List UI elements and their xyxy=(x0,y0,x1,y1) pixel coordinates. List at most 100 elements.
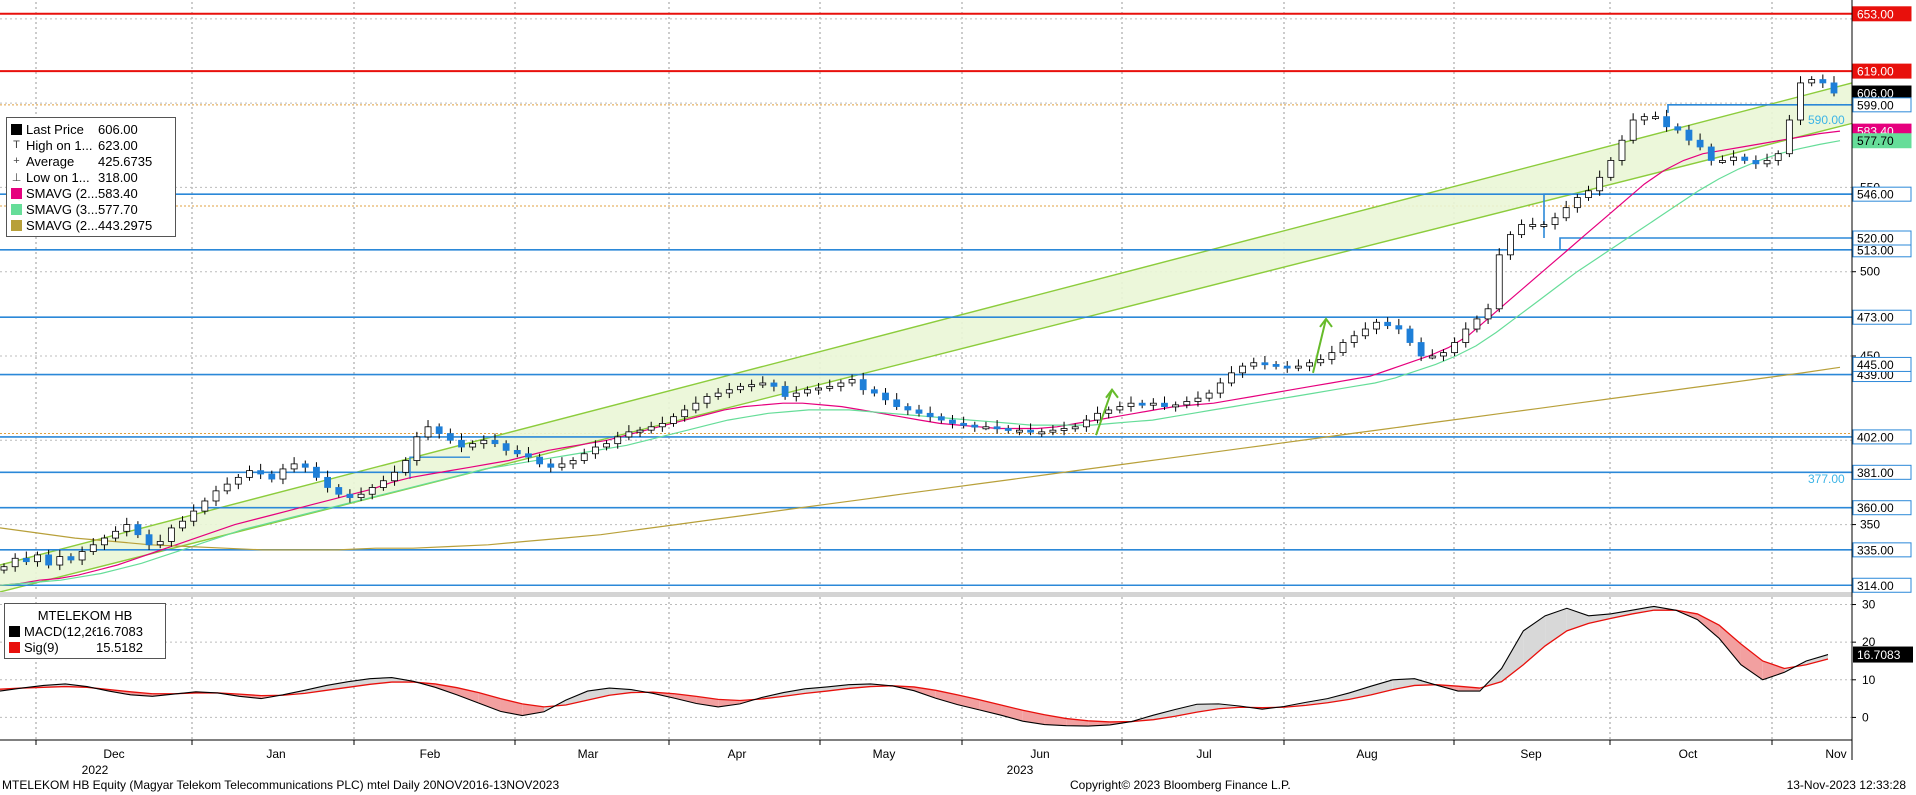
candle-body xyxy=(1484,308,1492,320)
candle-body xyxy=(536,456,544,465)
candle-body xyxy=(1596,176,1604,192)
candle-body xyxy=(1361,328,1369,337)
x-month-label: Feb xyxy=(420,747,441,761)
legend-label: High on 1... xyxy=(26,137,93,153)
candle-body xyxy=(11,557,19,568)
legend-label: Average xyxy=(26,153,75,169)
candle-body xyxy=(268,473,276,480)
macd-histogram-band xyxy=(1566,608,1589,631)
candle-body xyxy=(1696,139,1704,148)
candle-body xyxy=(1674,126,1682,131)
x-month-label: Sep xyxy=(1520,747,1542,761)
legend-glyph-icon: ⊥ xyxy=(11,171,22,184)
candle-body xyxy=(982,426,990,430)
macd-histogram-band xyxy=(1305,698,1328,706)
value-tag-label: 599.00 xyxy=(1857,98,1894,112)
candle-body xyxy=(1250,362,1258,367)
legend-entry: SMAVG (2... 583.40 xyxy=(11,185,171,201)
candle-body xyxy=(1127,402,1135,407)
candle-body xyxy=(34,554,41,563)
candle-body xyxy=(1094,412,1101,421)
legend-value: 583.40 xyxy=(98,185,138,201)
candle-body xyxy=(22,557,30,563)
x-year-label: 2023 xyxy=(1007,763,1034,777)
x-month-label: Jul xyxy=(1196,747,1211,761)
candle-body xyxy=(1428,355,1436,359)
macd-histogram-band xyxy=(1044,714,1067,726)
ma-line xyxy=(0,366,1841,551)
candle-body xyxy=(1116,406,1124,411)
legend-label: MACD(12,26) xyxy=(24,623,96,639)
value-tag xyxy=(1852,230,1912,246)
value-tag-label: 445.00 xyxy=(1857,358,1894,372)
legend-entry: Sig(9) 15.5182 xyxy=(9,639,161,655)
candle-body xyxy=(815,387,822,391)
axes: 3504505005500102030DecJanFebMarAprMayJun… xyxy=(0,0,1880,777)
candle-body xyxy=(1819,79,1827,84)
candle-body xyxy=(1406,328,1414,343)
x-month-label: Apr xyxy=(728,747,747,761)
candle-body xyxy=(1774,153,1782,161)
x-month-label: May xyxy=(873,747,896,761)
macd-histogram-band xyxy=(1588,613,1611,624)
macd-histogram-band xyxy=(1697,613,1720,639)
candle-body xyxy=(937,416,945,421)
value-tag-label: 577.70 xyxy=(1857,134,1894,148)
candle-body xyxy=(469,443,477,448)
channel-fill xyxy=(0,82,1852,593)
legend-entry: T High on 1... 623.00 xyxy=(11,137,171,153)
level-tag xyxy=(1852,500,1912,516)
legend-value: 16.7083 xyxy=(96,623,143,639)
candle-body xyxy=(1328,352,1336,360)
macd-value-tag xyxy=(1853,646,1913,663)
x-year-label: 2022 xyxy=(82,763,109,777)
candle-body xyxy=(212,490,220,502)
x-month-label: Aug xyxy=(1356,747,1377,761)
candle-body xyxy=(759,382,767,386)
level-tag xyxy=(1852,6,1912,22)
candle-body xyxy=(714,392,722,397)
candle-body xyxy=(882,392,889,401)
candle-body xyxy=(1741,156,1749,161)
candle-body xyxy=(1183,401,1191,406)
macd-histogram-band xyxy=(565,691,588,706)
macd-legend-title: MTELEKOM HB xyxy=(37,607,133,623)
candle-body xyxy=(145,534,153,546)
macd-histogram-band xyxy=(304,685,327,694)
candle-body xyxy=(1194,397,1202,402)
candle-body xyxy=(1205,392,1213,399)
candle-body xyxy=(636,429,644,433)
security-description: MTELEKOM HB Equity (Magyar Telekom Telec… xyxy=(2,778,560,792)
level-tag-label: 402.00 xyxy=(1857,430,1894,444)
candle-body xyxy=(926,412,934,418)
legend-swatch xyxy=(11,123,22,135)
candle-body xyxy=(234,476,242,485)
macd-histogram-band xyxy=(826,684,849,692)
macd-histogram-band xyxy=(783,688,806,697)
candle-body xyxy=(748,384,756,388)
candle-body xyxy=(603,443,610,448)
legend-glyph-icon: + xyxy=(13,155,20,167)
candle-body xyxy=(1562,207,1570,219)
candle-body xyxy=(446,433,454,441)
legend-entry: SMAVG (3... 577.70 xyxy=(11,201,171,217)
legend-swatch xyxy=(11,187,22,199)
candle-body xyxy=(1540,224,1548,227)
legend-entry: MACD(12,26) 16.7083 xyxy=(9,623,161,639)
x-month-label: Jun xyxy=(1030,747,1049,761)
value-tag-label: 520.00 xyxy=(1857,232,1894,246)
panel-separator xyxy=(0,592,1852,597)
candle-body xyxy=(1830,82,1838,94)
level-tag-label: 314.00 xyxy=(1857,579,1894,593)
macd-histogram-band xyxy=(1501,630,1524,682)
candle-body xyxy=(190,510,198,522)
candle-body xyxy=(859,379,867,391)
level-tag xyxy=(1852,577,1912,593)
candle-body xyxy=(257,470,265,475)
legend-value: 318.00 xyxy=(98,169,138,185)
macd-y-tick-label: 0 xyxy=(1862,710,1869,724)
level-tag-label: 335.00 xyxy=(1857,543,1894,557)
candle-body xyxy=(156,541,164,546)
candle-body xyxy=(391,471,398,482)
candle-body xyxy=(1294,365,1302,369)
